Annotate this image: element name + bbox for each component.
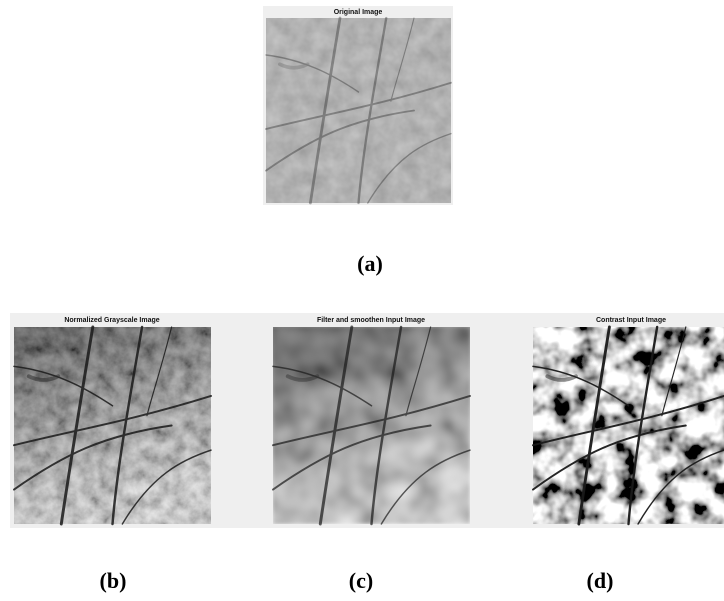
panel-title: Original Image (334, 9, 383, 16)
panel-title: Normalized Grayscale Image (64, 317, 159, 324)
palm-image (273, 327, 470, 524)
palm-image (266, 18, 451, 203)
panel-title: Contrast Input Image (596, 317, 666, 324)
page: {"panels": [ {"title": "Original Image",… (0, 0, 724, 601)
caption: (d) (587, 568, 614, 593)
caption: (b) (100, 568, 127, 593)
palm-image (14, 327, 211, 524)
panel-title: Filter and smoothen Input Image (317, 317, 425, 324)
figure: Original Image (a) Normalized Grayscale … (0, 0, 724, 601)
palm-image (533, 327, 724, 524)
caption: (a) (357, 251, 383, 276)
caption: (c) (349, 568, 373, 593)
